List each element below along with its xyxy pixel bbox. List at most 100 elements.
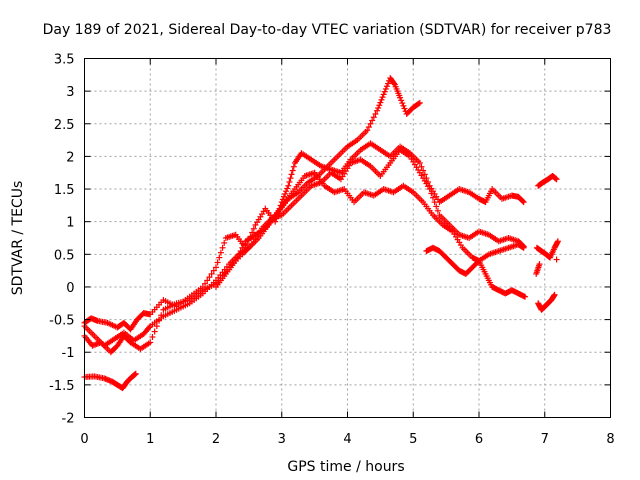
- data-point-track-b: [421, 171, 428, 178]
- data-point-track-b: [221, 239, 228, 246]
- data-point-track-a: [415, 100, 422, 107]
- data-point-track-b: [217, 249, 224, 256]
- data-point-track-b: [416, 159, 423, 166]
- data-point-track-a: [374, 107, 381, 114]
- data-point-track-g: [554, 238, 561, 245]
- axis-ticks: [84, 58, 611, 418]
- data-point-track-c: [431, 199, 438, 206]
- y-tick-label: 1: [66, 216, 74, 231]
- data-point-track-c: [434, 207, 441, 214]
- y-tick-label: 2: [66, 150, 74, 165]
- data-point-track-d: [240, 241, 247, 248]
- data-point-track-b: [282, 190, 289, 197]
- data-point-track-b: [213, 264, 219, 271]
- y-tick-label: 2.5: [54, 118, 75, 133]
- data-point-track-d: [520, 244, 527, 251]
- data-point-track-b: [208, 270, 215, 277]
- data-point-track-a: [377, 99, 384, 106]
- data-point-track-a: [381, 88, 388, 95]
- data-point-track-c: [149, 333, 156, 340]
- data-point-track-a: [146, 324, 153, 331]
- y-tick-labels: -2 -1.5 -1 -0.5 0 0.5 1 1.5 2 2.5 3 3.5: [49, 53, 74, 427]
- data-point-track-d: [239, 244, 246, 251]
- data-point-track-a: [376, 102, 383, 109]
- data-point-track-d: [236, 251, 243, 258]
- data-point-track-c: [156, 317, 163, 324]
- data-point-track-b: [519, 198, 526, 205]
- data-point-track-b: [286, 178, 293, 185]
- data-point-track-g: [536, 261, 543, 268]
- x-tick-label: 4: [343, 432, 351, 447]
- data-point-track-a: [379, 94, 386, 101]
- data-point-track-a: [397, 94, 404, 101]
- data-point-track-f: [522, 293, 529, 300]
- data-point-track-a: [378, 96, 385, 103]
- data-point-track-c: [429, 194, 436, 201]
- data-point-track-c: [426, 186, 433, 193]
- data-point-track-d: [234, 254, 241, 261]
- chart-title: Day 189 of 2021, Sidereal Day-to-day VTE…: [43, 22, 612, 38]
- data-point-track-b: [219, 244, 226, 251]
- data-point-track-c: [158, 312, 165, 319]
- data-point-track-a: [398, 97, 405, 104]
- y-tick-label: -2: [62, 412, 75, 427]
- data-point-track-a: [369, 117, 376, 124]
- data-point-track-a: [365, 124, 372, 131]
- data-point-track-b: [284, 185, 291, 192]
- data-point-track-b: [280, 193, 287, 200]
- data-point-track-a: [380, 91, 387, 98]
- x-tick-label: 8: [606, 432, 614, 447]
- data-point-track-b: [206, 274, 213, 281]
- y-tick-label: 1.5: [54, 183, 75, 198]
- data-point-track-d: [232, 257, 239, 264]
- x-axis-label: GPS time / hours: [287, 459, 404, 475]
- data-point-track-b: [520, 199, 527, 206]
- data-point-track-b: [214, 259, 221, 266]
- data-point-track-b: [288, 171, 295, 178]
- data-point-track-c: [153, 323, 160, 330]
- x-tick-labels: 0 1 2 3 4 5 6 7 8: [80, 432, 614, 447]
- y-tick-label: 3: [66, 85, 74, 100]
- y-axis-label: SDTVAR / TECUs: [10, 181, 26, 296]
- y-tick-label: -1: [62, 346, 75, 361]
- data-points: [81, 75, 561, 392]
- y-tick-label: -1.5: [49, 379, 74, 394]
- data-point-track-b: [289, 167, 296, 174]
- y-tick-label: -0.5: [49, 314, 74, 329]
- data-point-track-a: [400, 102, 407, 109]
- data-point-track-b: [287, 175, 294, 182]
- data-point-track-g: [551, 291, 558, 298]
- data-point-track-a: [383, 83, 390, 90]
- data-point-track-b: [283, 188, 290, 195]
- data-point-track-b: [202, 280, 209, 287]
- data-point-track-a: [375, 104, 382, 111]
- data-point-track-a: [399, 100, 406, 107]
- x-tick-label: 7: [541, 432, 549, 447]
- data-point-track-a: [370, 114, 377, 121]
- data-point-track-c: [428, 190, 435, 197]
- data-point-track-b: [290, 163, 297, 170]
- data-point-track-c: [433, 203, 440, 210]
- y-tick-label: 0: [66, 281, 74, 296]
- data-point-track-b: [285, 182, 292, 189]
- grid: [84, 58, 611, 418]
- x-tick-label: 2: [212, 432, 220, 447]
- x-tick-label: 1: [146, 432, 154, 447]
- data-point-track-a: [416, 99, 423, 106]
- data-point-track-a: [401, 105, 408, 112]
- data-point-track-c: [147, 339, 154, 346]
- data-point-track-c: [151, 328, 158, 335]
- data-point-track-g: [553, 176, 560, 183]
- data-point-track-a: [367, 120, 374, 127]
- data-point-track-b: [204, 277, 211, 284]
- data-point-track-a: [385, 80, 392, 87]
- data-point-track-d: [237, 248, 244, 255]
- x-tick-label: 0: [80, 432, 88, 447]
- y-tick-label: 3.5: [54, 53, 75, 68]
- y-tick-label: 0.5: [54, 248, 75, 263]
- data-point-track-g: [553, 256, 560, 263]
- data-point-track-b: [210, 267, 217, 274]
- data-point-track-a: [364, 127, 371, 134]
- data-point-track-e: [132, 370, 139, 377]
